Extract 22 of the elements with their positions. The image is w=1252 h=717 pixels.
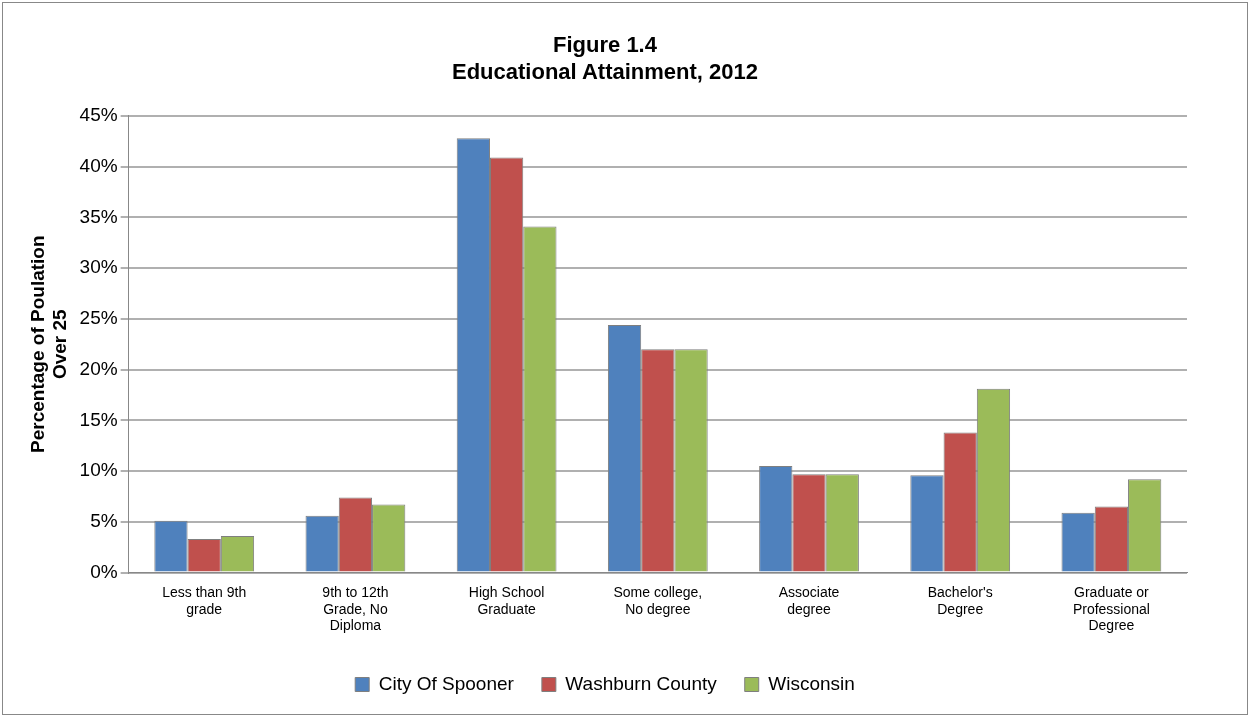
legend-label: City Of Spooner: [378, 672, 515, 694]
y-tick-label: 35%: [79, 205, 118, 227]
y-tick-label: 15%: [79, 408, 118, 430]
x-tick-label: 9th to 12th Grade, No Diploma: [322, 583, 389, 634]
x-tick-label: Bachelor's Degree: [927, 583, 993, 617]
y-tick-label: 25%: [79, 307, 118, 329]
y-tick-label: 10%: [79, 459, 118, 481]
legend-label: Washburn County: [565, 672, 718, 694]
y-tick-label: 20%: [79, 357, 118, 379]
y-tick-label: 30%: [79, 256, 118, 278]
x-tick-label: Associate degree: [778, 583, 840, 617]
y-tick-label: 45%: [79, 104, 118, 126]
x-tick-label: Graduate or Professional Degree: [1072, 583, 1150, 634]
y-tick-label: 5%: [90, 510, 118, 532]
x-tick-label: Some college, No degree: [613, 583, 703, 617]
x-tick-label: High School Graduate: [468, 583, 545, 617]
y-axis-title: Percentage of Poulation Over 25: [26, 235, 71, 453]
x-tick-label: Less than 9th grade: [162, 583, 247, 617]
chart-title: Figure 1.4 Educational Attainment, 2012: [451, 32, 759, 84]
legend-label: Wisconsin: [768, 672, 855, 694]
y-tick-label: 0%: [90, 560, 118, 582]
y-tick-label: 40%: [79, 154, 118, 176]
